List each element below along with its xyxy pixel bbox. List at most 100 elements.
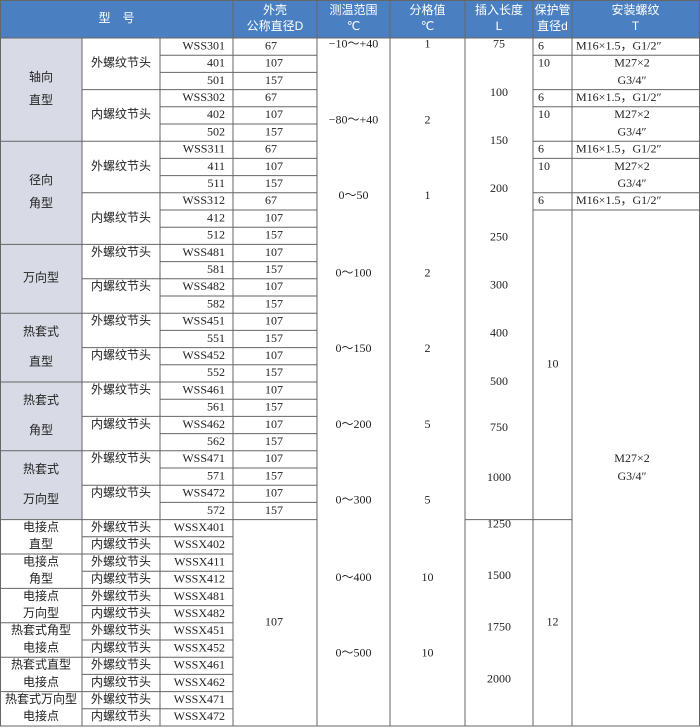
type-label: 万向型 — [23, 605, 59, 620]
shell-diameter: 107 — [265, 56, 283, 70]
shell-diameter: 157 — [265, 468, 283, 482]
model: WSSX411 — [174, 554, 225, 568]
connection-label: 外螺纹节头 — [91, 56, 151, 70]
connection-label: 内螺纹节头 — [91, 210, 151, 224]
shell-diameter: 107 — [265, 314, 283, 328]
header-division: ℃ — [421, 19, 434, 33]
temperature-range: 0～400 — [335, 570, 371, 584]
insert-length: 150 — [490, 133, 508, 147]
thread: M27×2 — [614, 159, 649, 173]
header-bg — [0, 0, 700, 38]
insert-length: 500 — [490, 374, 508, 388]
model: WSSX472 — [174, 709, 225, 723]
type-label: 万向型 — [23, 270, 59, 285]
connection-label: 外螺纹节头 — [91, 520, 151, 534]
model: 401 — [207, 56, 225, 70]
shell-diameter: 107 — [265, 451, 283, 465]
tube-diameter: 6 — [538, 193, 544, 207]
model: WSSX451 — [174, 623, 225, 637]
connection-label: 内螺纹节头 — [91, 537, 151, 551]
type-label: 电接点 — [23, 708, 59, 723]
tube-diameter: 6 — [538, 38, 544, 52]
insert-length: 100 — [490, 85, 508, 99]
connection-label: 内螺纹节头 — [91, 348, 151, 362]
type-label: 热套式 — [23, 393, 59, 407]
insert-length: 200 — [490, 181, 508, 195]
tube-diameter: 10 — [538, 107, 550, 121]
insert-length: 75 — [493, 37, 505, 51]
shell-diameter: 157 — [265, 331, 283, 345]
model: 411 — [207, 159, 225, 173]
type-column-bg — [0, 38, 82, 520]
shell-diameter: 157 — [265, 176, 283, 190]
model: 571 — [207, 468, 225, 482]
model: WSS482 — [182, 279, 225, 293]
division: 1 — [425, 37, 431, 51]
model: 552 — [207, 365, 225, 379]
shell-diameter: 107 — [265, 210, 283, 224]
model: WSS471 — [182, 451, 225, 465]
type-label: 热套式直型 — [11, 658, 71, 672]
model: WSSX402 — [174, 537, 225, 551]
connection-label: 内螺纹节头 — [91, 486, 151, 500]
division: 2 — [425, 341, 431, 355]
shell-diameter: 107 — [265, 486, 283, 500]
type-label: 直型 — [29, 354, 53, 368]
shell-diameter: 67 — [265, 38, 277, 52]
connection-label: 外螺纹节头 — [91, 159, 151, 173]
insert-length: 1500 — [487, 568, 511, 582]
shell-diameter: 157 — [265, 503, 283, 517]
model: WSS472 — [182, 486, 225, 500]
model: WSS452 — [182, 348, 225, 362]
type-label: 万向型 — [23, 491, 59, 506]
header-tube: 保护管 — [534, 2, 570, 17]
type-label: 电接点 — [23, 519, 59, 534]
tube-diameter: 10 — [538, 56, 550, 70]
insert-length: 2000 — [487, 671, 511, 685]
model: 562 — [207, 434, 225, 448]
shell-diameter: 157 — [265, 124, 283, 138]
tube-diameter: 6 — [538, 142, 544, 156]
model: 412 — [207, 210, 225, 224]
shell-diameter: 107 — [265, 159, 283, 173]
model: 551 — [207, 331, 225, 345]
model: 502 — [207, 124, 225, 138]
model: WSSX481 — [174, 589, 225, 603]
type-label: 电接点 — [23, 588, 59, 603]
type-label: 角型 — [29, 196, 53, 210]
header-length: 插入长度 — [475, 2, 523, 17]
type-label: 径向 — [29, 172, 53, 187]
type-label: 角型 — [29, 423, 53, 437]
shell-diameter: 157 — [265, 365, 283, 379]
connection-label: 外螺纹节头 — [91, 554, 151, 568]
connection-label: 内螺纹节头 — [91, 675, 151, 689]
model: WSS481 — [182, 245, 225, 259]
connection-label: 内螺纹节头 — [91, 417, 151, 431]
type-label: 热套式 — [23, 462, 59, 476]
model: WSSX482 — [174, 606, 225, 620]
type-label: 轴向 — [29, 69, 53, 84]
thread: G3/4″ — [618, 176, 647, 190]
model: 402 — [207, 107, 225, 121]
thread: G3/4″ — [618, 124, 647, 138]
model: WSS301 — [182, 38, 225, 52]
type-label: 热套式角型 — [11, 623, 71, 637]
shell-diameter: 157 — [265, 228, 283, 242]
model: WSS302 — [182, 90, 225, 104]
connection-label: 外螺纹节头 — [91, 245, 151, 259]
shell-diameter: 107 — [265, 615, 283, 629]
division: 10 — [422, 570, 434, 584]
insert-length: 750 — [490, 420, 508, 434]
connection-label: 外螺纹节头 — [91, 589, 151, 603]
model: WSSX452 — [174, 640, 225, 654]
header-range: 测温范围 — [329, 3, 377, 17]
model: 511 — [207, 176, 225, 190]
insert-length: 1250 — [487, 517, 511, 531]
temperature-range: 0～500 — [335, 646, 371, 660]
temperature-range: −10～+40 — [329, 37, 379, 51]
insert-length: 300 — [490, 277, 508, 291]
shell-diameter: 157 — [265, 296, 283, 310]
type-label: 角型 — [29, 572, 53, 586]
shell-diameter: 157 — [265, 73, 283, 87]
thread: M27×2 — [614, 56, 649, 70]
